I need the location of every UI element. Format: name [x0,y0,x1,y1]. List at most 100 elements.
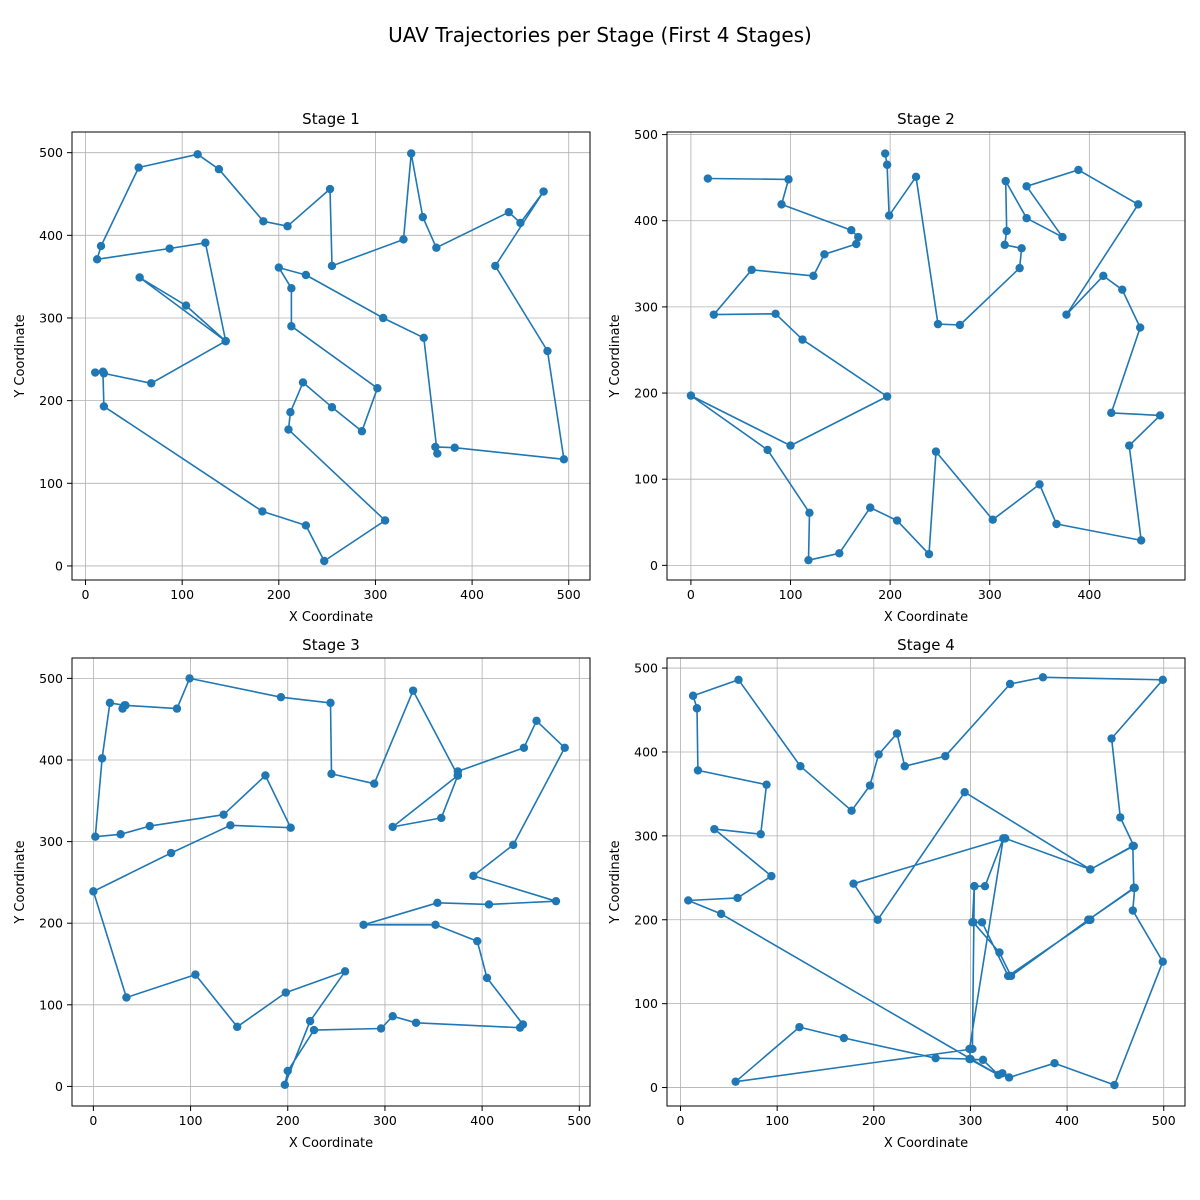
trajectory-point [960,788,969,797]
y-tick-label: 300 [634,828,658,843]
y-tick-label: 100 [634,472,658,487]
trajectory-point [380,516,390,525]
trajectory-point [376,1024,386,1033]
trajectory-point [968,918,977,927]
y-tick-label: 0 [650,1080,658,1095]
x-axis-label: X Coordinate [884,1136,968,1151]
y-tick-label: 200 [39,916,63,931]
trajectory-point [852,239,861,249]
trajectory-point [504,207,514,217]
trajectory-point [798,335,807,344]
trajectory-point [693,766,703,775]
trajectory-point [692,704,702,713]
trajectory-point [734,675,743,685]
trajectory-point [1035,480,1044,489]
trajectory-point [181,301,191,310]
x-tick-label: 200 [267,587,291,602]
trajectory-point [1107,734,1116,743]
trajectory-point [543,346,552,356]
trajectory-point [931,1053,940,1063]
trajectory-point [407,149,416,158]
trajectory-point [287,322,296,331]
trajectory-point [433,449,442,458]
trajectory-point [518,1020,528,1029]
trajectory-point [968,1044,977,1054]
subplot-stage-2: 0 100 200 300 400 0 100 200 300 400 500 Stage 2 X Co… [608,110,1186,625]
trajectory-point [378,313,388,323]
x-tick-label: 200 [862,1113,886,1128]
x-tick-label: 400 [470,1113,494,1128]
trajectory-point [820,250,829,259]
trajectory-point [287,284,296,293]
y-tick-label: 300 [39,310,63,325]
trajectory-point [432,243,441,252]
x-tick-label: 100 [779,587,803,602]
y-tick-label: 0 [55,1079,63,1094]
trajectory-point [911,172,921,181]
trajectory-point [301,270,311,280]
trajectory-point [965,1054,974,1064]
trajectory-point [388,822,397,832]
trajectory-point [994,1070,1003,1080]
x-tick-label: 300 [959,1113,983,1128]
subplot-title: Stage 3 [302,636,360,654]
trajectory-point [777,200,786,209]
trajectory-point [980,881,990,891]
trajectory-point [880,149,890,158]
axes-frame [71,657,591,1107]
axes-frame [666,657,1186,1107]
trajectory-point [450,443,459,452]
trajectory-point [941,751,950,761]
trajectory-line [687,676,1164,1086]
trajectory-point [359,920,368,930]
trajectory-point [1135,323,1145,332]
y-tick-label: 500 [634,127,658,142]
trajectory-point [298,378,308,387]
trajectory-point [839,1033,849,1043]
y-tick-label: 500 [39,671,63,686]
axes-frame [666,131,1186,581]
trajectory-point [1130,883,1139,893]
trajectory-point [784,175,793,184]
trajectory-point [437,813,446,823]
trajectory-point [933,319,943,329]
y-tick-label: 500 [634,661,658,676]
trajectory-point [191,970,200,979]
trajectory-point [884,211,894,220]
trajectory-point [97,754,107,763]
trajectory-point [999,834,1008,843]
trajectory-point [122,993,131,1002]
trajectory-point [373,384,382,393]
trajectory-point [221,336,230,346]
x-tick-label: 300 [978,587,1002,602]
trajectory-point [1125,441,1134,450]
x-tick-label: 400 [1055,1113,1079,1128]
trajectory-point [90,368,100,377]
y-tick-label: 100 [634,996,658,1011]
trajectory-point [276,692,286,702]
trajectory-point [1128,906,1138,915]
trajectory-point [539,187,548,196]
trajectory-point [955,320,965,330]
y-tick-label: 300 [39,834,63,849]
y-axis-label: Y Coordinate [608,314,623,398]
y-tick-label: 400 [39,753,63,768]
trajectory-point [283,1066,292,1076]
y-axis-label: Y Coordinate [13,840,28,924]
trajectory-point [865,781,875,790]
y-tick-label: 400 [634,213,658,228]
trajectory-point [388,1012,397,1021]
figure-suptitle: UAV Trajectories per Stage (First 4 Stag… [388,23,812,47]
x-axis-label: X Coordinate [289,610,373,625]
trajectory-point [977,918,987,927]
x-tick-label: 100 [179,1113,203,1128]
trajectory-point [469,871,478,881]
trajectory-point [1001,176,1010,186]
trajectory-point [560,743,569,752]
trajectory-point [274,263,284,272]
subplot-title: Stage 1 [302,110,360,128]
trajectory-point [284,425,293,434]
trajectory-point [357,427,367,436]
trajectory-point [280,1080,290,1089]
